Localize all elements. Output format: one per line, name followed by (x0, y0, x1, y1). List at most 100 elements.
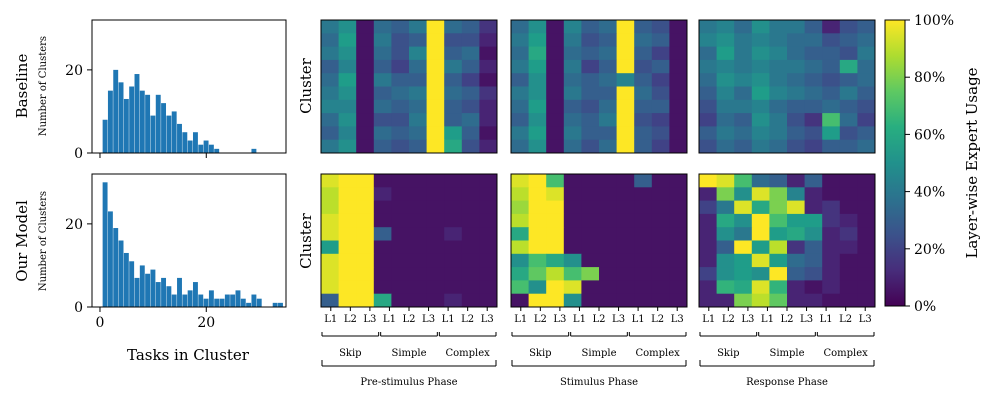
heatmap-cell (699, 126, 717, 141)
heatmap-cell (599, 227, 617, 241)
heatmap-cell (409, 253, 427, 268)
heatmap-cell (787, 20, 805, 34)
hist-bar (134, 74, 140, 153)
heatmap-cell (616, 20, 635, 34)
heatmap-cell (839, 99, 858, 114)
heatmap-cell (391, 59, 410, 74)
heatmap-cell (546, 86, 565, 101)
heatmap-cell (373, 86, 392, 101)
heatmap-cell (409, 46, 427, 61)
heatmap-cell (634, 253, 653, 268)
heatmap-cell (426, 86, 445, 101)
heatmap-cell (616, 213, 635, 228)
heatmap-cell (669, 139, 688, 154)
heatmap-cell (444, 227, 463, 241)
heatmap-cell (769, 240, 788, 255)
heatmap-cell (373, 280, 392, 295)
heatmap-cell (769, 187, 788, 201)
heatmap-cell (669, 46, 688, 61)
heatmap-cell (769, 20, 788, 34)
heatmap-cell (338, 293, 357, 308)
heatmap-cell (634, 46, 653, 61)
heatmap-cell (651, 33, 670, 47)
heatmap-cell (651, 113, 670, 127)
heatmap-cell (581, 73, 600, 87)
heatmap-cell (391, 227, 410, 241)
heatmap-cell (804, 187, 823, 201)
heatmap-cell (769, 280, 788, 295)
heatmap-cell (716, 187, 735, 201)
heatmap-cell (787, 253, 805, 268)
heatmap-cell (338, 59, 357, 74)
layer-label: L3 (553, 314, 566, 325)
heatmap-cell (338, 126, 357, 141)
heatmap-frame (510, 19, 688, 154)
heatmap-cell (734, 86, 753, 101)
heatmap-cell (857, 280, 876, 295)
heatmap-cell (321, 174, 339, 188)
group-label: Skip (717, 348, 740, 359)
heatmap-cell (734, 126, 753, 141)
heatmap-cell (787, 73, 805, 87)
heatmap-cell (804, 280, 823, 295)
hist-bar (182, 132, 188, 153)
heatmap-cell (391, 33, 410, 47)
hist-bar (118, 240, 124, 307)
heatmap-cell (651, 73, 670, 87)
heatmap-cell (669, 113, 688, 127)
heatmap-cell (563, 213, 582, 228)
heatmap-cell (356, 267, 375, 281)
heatmap-cell (787, 126, 805, 141)
heatmap-cell (804, 73, 823, 87)
heatmap-cell (356, 227, 375, 241)
heatmap-cell (804, 213, 823, 228)
hist-axes (91, 173, 287, 308)
heatmap-cell (839, 227, 858, 241)
heatmap-cell (581, 213, 600, 228)
heatmap-cell (528, 139, 547, 154)
heatmap-cell (857, 46, 876, 61)
colorbar-tick-label: 20% (914, 242, 945, 258)
heatmap-cell (822, 99, 841, 114)
heatmap-cell (716, 267, 735, 281)
heatmap-cell (511, 174, 529, 188)
heatmap-cell (511, 46, 529, 61)
heatmap-cell (822, 113, 841, 127)
heatmap-cell (373, 59, 392, 74)
layer-label: L3 (859, 314, 872, 325)
heatmap-cell (321, 227, 339, 241)
heatmap-cell (356, 280, 375, 295)
heatmap-cell (391, 20, 410, 34)
heatmap-cell (699, 46, 717, 61)
heatmap-cell (391, 240, 410, 255)
heatmap-cell (338, 73, 357, 87)
heatmap-cell (409, 200, 427, 215)
heatmap-cell (716, 33, 735, 47)
heatmap-cell (599, 200, 617, 215)
heatmap-cell (511, 227, 529, 241)
heatmap-cell (373, 240, 392, 255)
heatmap-cell (511, 20, 529, 34)
layer-label: L1 (702, 314, 715, 325)
heatmap-cell (356, 20, 375, 34)
heatmap-cell (804, 59, 823, 74)
heatmap-cell (461, 113, 480, 127)
heatmap-cell (563, 73, 582, 87)
heatmap-cell (616, 139, 635, 154)
heatmap-cell (356, 213, 375, 228)
heatmap-cell (616, 59, 635, 74)
heatmap-cell (479, 59, 498, 74)
heatmap-cell (528, 253, 547, 268)
heatmap-cell (787, 33, 805, 47)
heatmap-cell (716, 86, 735, 101)
heatmap-cell (426, 33, 445, 47)
layer-label: L3 (612, 314, 625, 325)
heatmap-cell (444, 86, 463, 101)
heatmap-cell (356, 46, 375, 61)
layer-label: L2 (534, 314, 547, 325)
group-label: Simple (391, 348, 426, 359)
hist-bar (278, 302, 283, 307)
heatmap-cell (444, 139, 463, 154)
heatmap-cell (563, 99, 582, 114)
